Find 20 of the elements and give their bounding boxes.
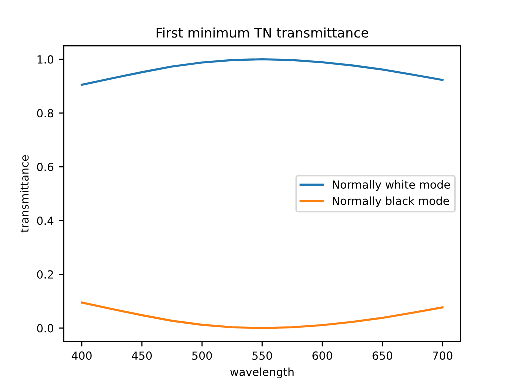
x-tick-label: 500 [192,352,212,360]
legend-label: Normally black mode [333,196,450,208]
y-tick-label: 0.6 [37,163,54,172]
y-tick-label: 0.4 [37,216,54,226]
y-tick-label: 0.8 [37,109,54,118]
x-tick-label: 600 [312,352,332,360]
x-tick-label: 450 [132,352,152,360]
y-tick-label: 0.0 [37,324,54,333]
x-axis-title: wavelength [230,368,294,379]
x-tick-label: 650 [372,352,393,360]
line-series [80,58,444,86]
legend-label: Normally white mode [333,180,450,192]
y-tick-label: 1.0 [38,55,54,64]
y-tick-label: 0.2 [37,270,54,279]
x-tick-label: 700 [433,352,453,360]
x-tick-label: 400 [72,352,92,360]
chart-title: First minimum TN transmittance [156,28,368,38]
line-series [80,302,444,330]
x-tick-label: 550 [252,352,272,360]
y-axis-title: transmittance [20,156,29,233]
